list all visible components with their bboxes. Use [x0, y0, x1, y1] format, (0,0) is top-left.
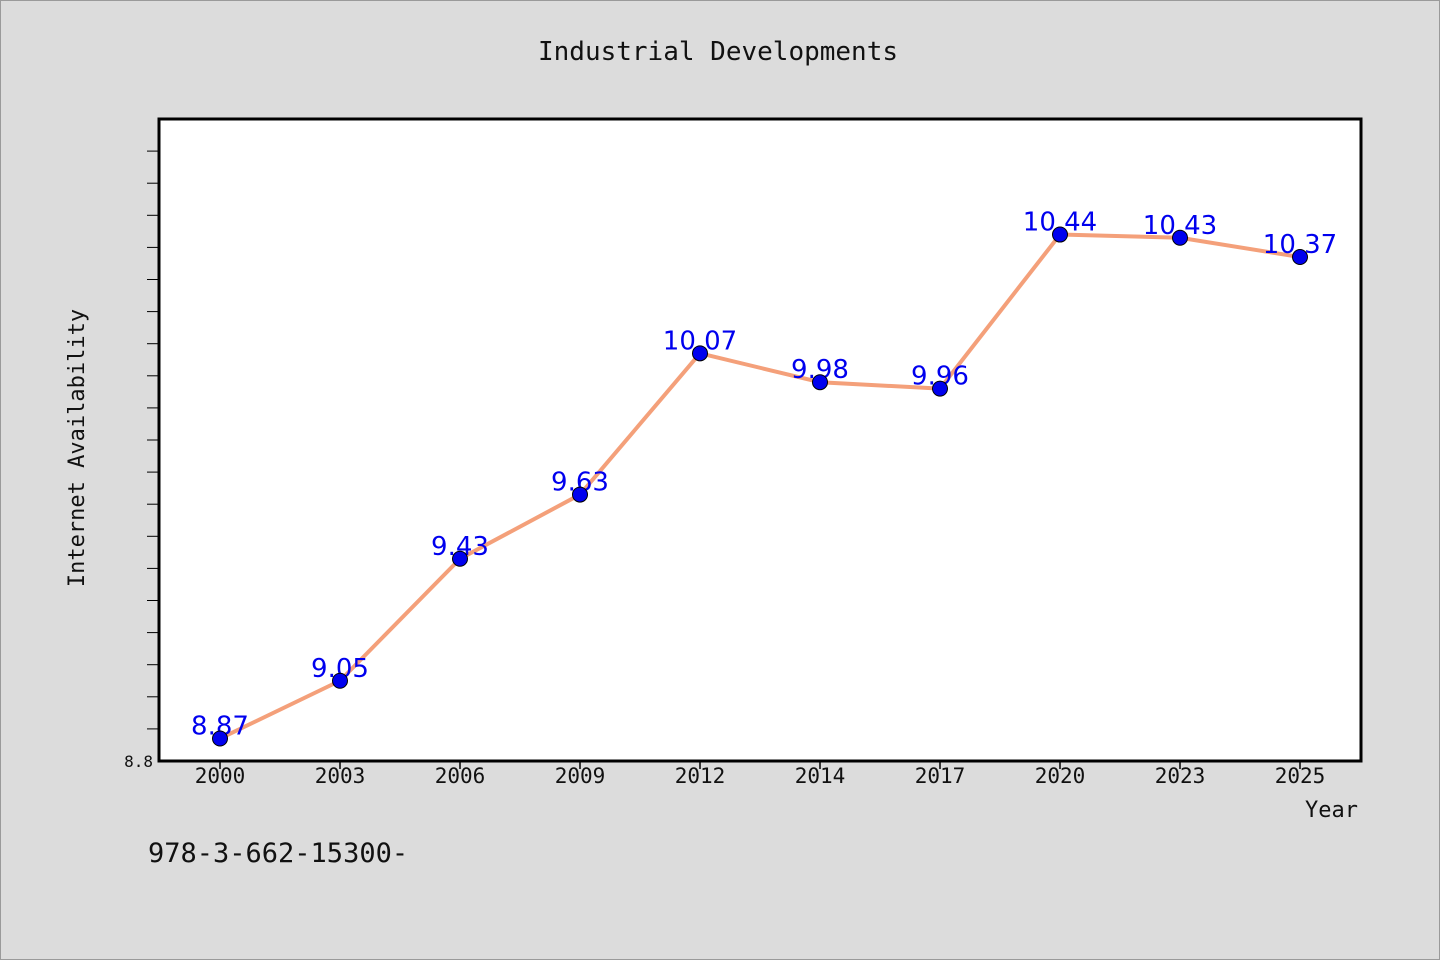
y-axis-label: Internet Availability	[65, 309, 90, 587]
y-axis-ticks	[147, 150, 159, 730]
plot-area	[157, 117, 1363, 763]
x-axis-label: Year	[1305, 798, 1358, 823]
x-tick-label: 2006	[435, 764, 486, 788]
y-tick-label: 8.8	[124, 752, 153, 771]
x-tick-label: 2014	[795, 764, 846, 788]
data-point-marker	[572, 486, 588, 503]
data-point-marker	[452, 550, 468, 567]
series-line	[219, 232, 1301, 741]
data-point-marker	[1172, 229, 1188, 246]
data-point-marker	[812, 374, 828, 391]
data-point-marker	[692, 345, 708, 362]
data-point-marker	[212, 730, 228, 747]
x-tick-label: 2009	[555, 764, 606, 788]
data-point-marker	[1292, 249, 1308, 266]
x-tick-label: 2012	[675, 764, 726, 788]
x-tick-label: 2020	[1035, 764, 1086, 788]
x-tick-label: 2017	[915, 764, 966, 788]
footer-identifier: 978-3-662-15300-	[148, 838, 408, 869]
x-tick-label: 2000	[195, 764, 246, 788]
data-point-marker	[332, 672, 348, 689]
x-tick-label: 2025	[1275, 764, 1326, 788]
data-point-marker	[1052, 226, 1068, 243]
data-point-marker	[932, 380, 948, 397]
x-tick-label: 2023	[1155, 764, 1206, 788]
chart-title: Industrial Developments	[538, 37, 898, 67]
x-axis-ticks: 2000 2003 2006 2009 2012 2014 2017 2020 2023 2025	[195, 761, 1326, 788]
x-tick-label: 2003	[315, 764, 366, 788]
